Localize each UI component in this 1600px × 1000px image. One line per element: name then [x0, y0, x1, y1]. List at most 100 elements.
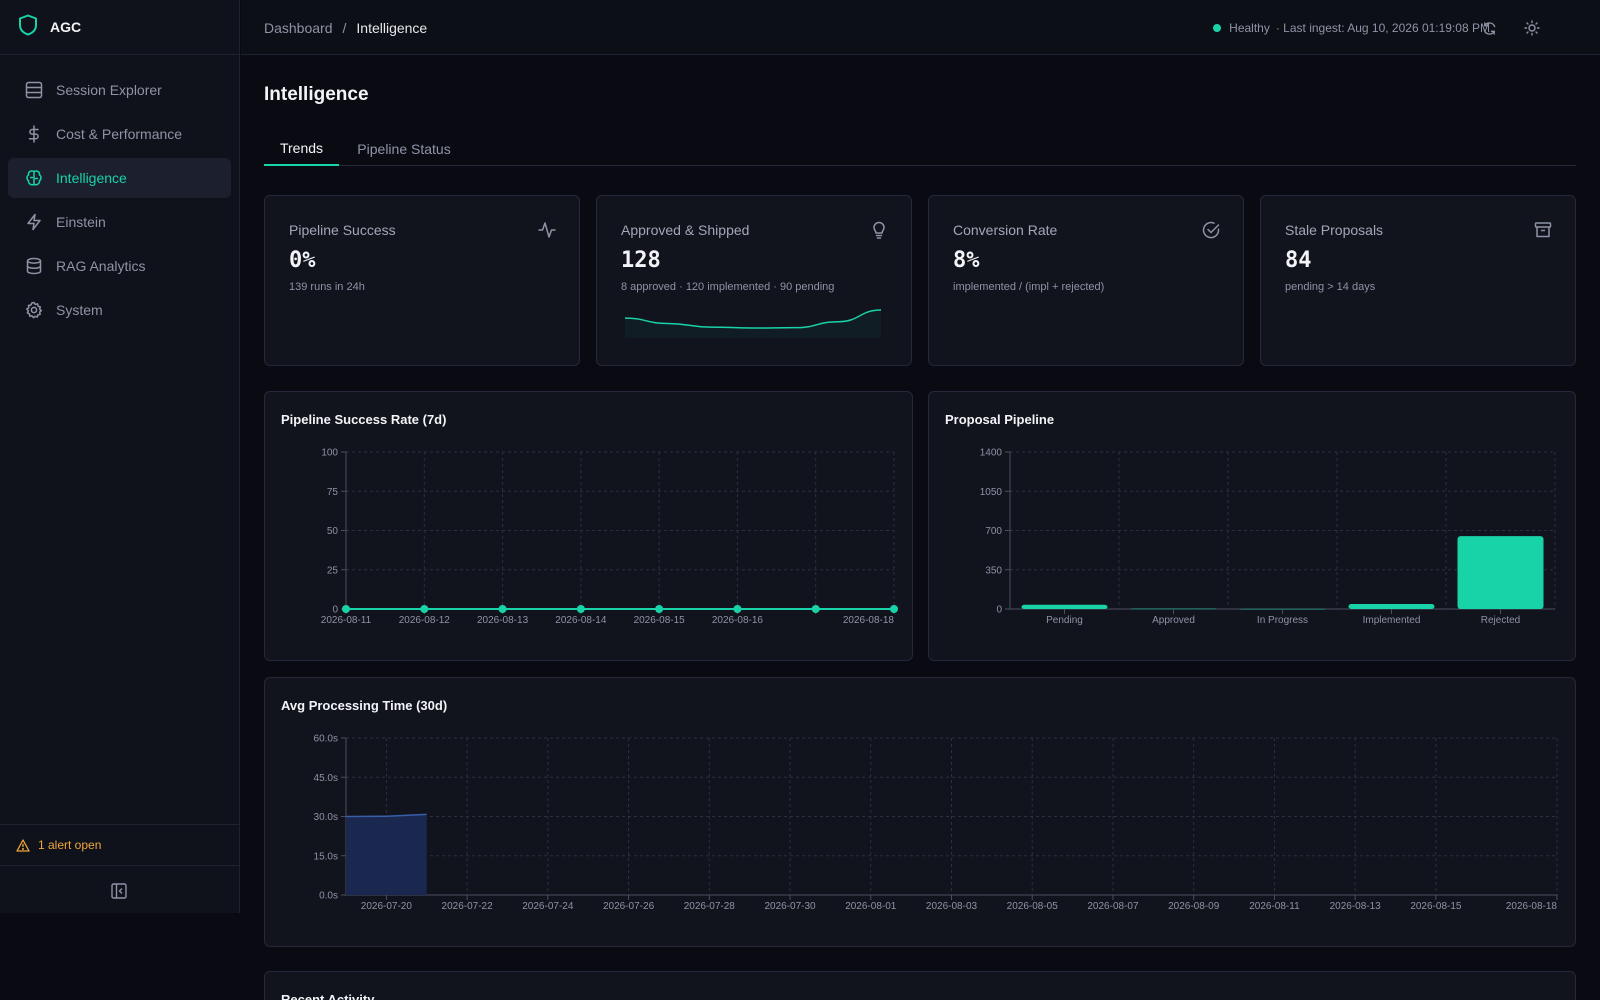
kpi-card-pipeline-success: Pipeline Success 0% 139 runs in 24h: [264, 195, 580, 366]
sidebar-nav: Session Explorer Cost & Performance Inte…: [0, 55, 239, 330]
x-tick-label: 2026-08-11: [321, 615, 372, 626]
sidebar-item-label: Session Explorer: [56, 82, 162, 98]
tab-pipeline-status[interactable]: Pipeline Status: [357, 141, 451, 157]
sidebar-item-label: Intelligence: [56, 170, 127, 186]
sparkline-line: [624, 309, 882, 329]
sidebar-item-einstein[interactable]: Einstein: [8, 202, 231, 242]
top-header: Dashboard / Intelligence Healthy · Last …: [241, 0, 1600, 55]
kpi-label: Conversion Rate: [953, 222, 1058, 238]
y-tick-label: 0: [996, 605, 1002, 616]
sidebar-item-rag-analytics[interactable]: RAG Analytics: [8, 246, 231, 286]
chart-card-proposal-pipeline: Proposal Pipeline 0 350 700 1050 1400 Pending…: [928, 391, 1576, 661]
bar: [1021, 604, 1108, 609]
x-tick-label: Approved: [1152, 615, 1195, 626]
kpi-label: Stale Proposals: [1285, 222, 1384, 238]
sidebar: AGC Session Explorer Cost & Performance …: [0, 0, 240, 913]
breadcrumb-link-dashboard[interactable]: Dashboard: [264, 19, 333, 36]
collapse-sidebar-button[interactable]: [110, 882, 128, 900]
x-tick-label: 2026-07-24: [522, 901, 574, 912]
sparkline-area: [625, 310, 881, 338]
theme-toggle-button[interactable]: [1522, 18, 1542, 38]
sidebar-item-label: Einstein: [56, 214, 106, 230]
zap-icon: [25, 213, 43, 231]
kpi-subtext: implemented / (impl + rejected): [953, 281, 1105, 293]
x-tick-label: 2026-08-12: [399, 615, 451, 626]
data-point: [576, 605, 585, 613]
chart-card-avg-processing-time: Avg Processing Time (30d) 0.0s 15.0s 30.0s…: [264, 677, 1576, 947]
sidebar-item-cost-performance[interactable]: Cost & Performance: [8, 114, 231, 154]
x-tick-label: 2026-07-28: [684, 901, 736, 912]
tab-bar: Trends Pipeline Status: [264, 132, 1576, 166]
y-tick-label: 15.0s: [314, 851, 338, 862]
x-tick-label: 2026-07-22: [442, 901, 494, 912]
kpi-value: 128: [621, 248, 661, 273]
kpi-subtext: pending > 14 days: [1285, 281, 1376, 293]
sidebar-item-intelligence[interactable]: Intelligence: [8, 158, 231, 198]
y-tick-label: 45.0s: [314, 773, 338, 784]
kpi-label: Approved & Shipped: [621, 222, 750, 238]
y-tick-label: 0: [332, 605, 338, 616]
x-tick-label: 2026-08-03: [926, 901, 978, 912]
y-tick-label: 350: [985, 565, 1002, 576]
status-label: Healthy: [1229, 20, 1270, 35]
breadcrumb: Dashboard / Intelligence: [264, 0, 427, 55]
dollar-icon: [25, 125, 43, 143]
kpi-label: Pipeline Success: [289, 222, 396, 238]
data-point: [498, 605, 507, 613]
x-tick-label: Implemented: [1363, 615, 1421, 626]
x-tick-label: 2026-07-26: [603, 901, 655, 912]
y-tick-label: 1400: [980, 448, 1003, 459]
y-tick-label: 1050: [980, 487, 1003, 498]
x-tick-label: Pending: [1046, 615, 1083, 626]
pipeline-success-line-chart: 0 25 50 75 100 2026-08-11 2026-08-12 2026-08-13…: [321, 448, 898, 626]
page-title: Intelligence: [264, 84, 369, 105]
tab-trends[interactable]: Trends: [264, 132, 339, 166]
x-tick-label: 2026-08-13: [477, 615, 529, 626]
shield-logo-icon: [18, 14, 38, 41]
x-tick-label: 2026-08-14: [555, 615, 607, 626]
panel-collapse-icon: [111, 883, 127, 899]
avg-processing-area-chart: 0.0s 15.0s 30.0s 45.0s 60.0s 2026-07-20 2026-0…: [314, 734, 1558, 912]
sparkline-chart: [624, 309, 882, 338]
chart-title: Pipeline Success Rate (7d): [281, 412, 447, 427]
archive-icon: [1534, 222, 1552, 238]
bar: [1348, 603, 1435, 609]
bar: [1130, 608, 1217, 610]
alert-indicator[interactable]: 1 alert open: [0, 824, 239, 866]
sidebar-item-label: System: [56, 302, 103, 318]
x-tick-label: 2026-08-11: [1249, 901, 1300, 912]
y-tick-label: 75: [327, 487, 339, 498]
y-tick-label: 60.0s: [314, 734, 338, 745]
section-title: Recent Activity: [281, 992, 375, 1000]
data-point: [733, 605, 742, 613]
x-tick-label: Rejected: [1481, 615, 1520, 626]
kpi-value: 0%: [289, 248, 316, 273]
sidebar-item-system[interactable]: System: [8, 290, 231, 330]
chart-title: Proposal Pipeline: [945, 412, 1055, 427]
y-tick-label: 0.0s: [319, 891, 338, 902]
kpi-subtext: 139 runs in 24h: [289, 281, 365, 293]
refresh-button[interactable]: [1479, 18, 1499, 38]
data-point: [420, 605, 429, 613]
x-tick-label: 2026-08-07: [1087, 901, 1139, 912]
kpi-card-conversion-rate: Conversion Rate 8% implemented / (impl +…: [928, 195, 1244, 366]
chart-title: Avg Processing Time (30d): [281, 698, 448, 713]
y-tick-label: 700: [985, 526, 1002, 537]
kpi-value: 8%: [953, 248, 980, 273]
x-tick-label: 2026-08-18: [843, 615, 895, 626]
kpi-value: 84: [1285, 248, 1312, 273]
sidebar-item-session-explorer[interactable]: Session Explorer: [8, 70, 231, 110]
breadcrumb-separator: /: [342, 19, 347, 36]
kpi-subtext: 8 approved · 120 implemented · 90 pendin…: [621, 281, 835, 293]
y-tick-label: 25: [327, 565, 339, 576]
breadcrumb-current: Intelligence: [356, 19, 428, 36]
sidebar-item-label: Cost & Performance: [56, 126, 183, 142]
kpi-card-stale-proposals: Stale Proposals 84 pending > 14 days: [1260, 195, 1576, 366]
x-tick-label: 2026-08-09: [1168, 901, 1220, 912]
x-tick-label: In Progress: [1257, 615, 1308, 626]
bar: [1457, 536, 1544, 609]
proposal-pipeline-bar-chart: 0 350 700 1050 1400 Pending Approved In Progres…: [980, 448, 1556, 626]
data-point: [342, 605, 350, 613]
x-tick-label: 2026-08-05: [1007, 901, 1059, 912]
x-tick-label: 2026-08-15: [1410, 901, 1462, 912]
